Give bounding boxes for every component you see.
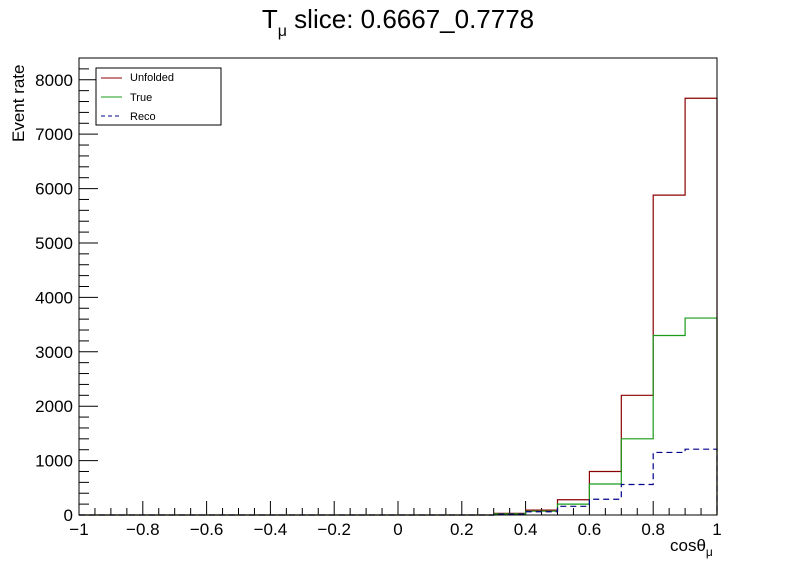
legend-label-unfolded: Unfolded xyxy=(130,72,174,84)
x-tick-label: 0.8 xyxy=(641,520,665,539)
x-tick-label: 1 xyxy=(712,520,721,539)
y-tick-label: 1000 xyxy=(35,452,73,471)
y-tick-label: 7000 xyxy=(35,125,73,144)
x-tick-label: −0.6 xyxy=(190,520,224,539)
y-tick-label: 0 xyxy=(64,506,73,525)
y-tick-label: 2000 xyxy=(35,397,73,416)
y-axis-label: Event rate xyxy=(9,65,28,143)
y-tick-label: 8000 xyxy=(35,71,73,90)
y-tick-label: 4000 xyxy=(35,288,73,307)
x-tick-label: 0 xyxy=(393,520,402,539)
y-tick-label: 5000 xyxy=(35,234,73,253)
x-tick-label: 0.4 xyxy=(514,520,538,539)
x-tick-label: 0.2 xyxy=(450,520,474,539)
y-tick-label: 3000 xyxy=(35,343,73,362)
axis-ticks xyxy=(78,57,718,516)
legend-label-true: True xyxy=(130,92,152,104)
chart-title: Tμ slice: 0.6667_0.7778 xyxy=(262,4,534,40)
legend: Unfolded True Reco xyxy=(95,67,222,126)
x-axis-label: cosθμ xyxy=(670,536,713,559)
tick-labels: −1 −0.8 −0.6 −0.4 −0.2 0 0.2 0.4 0.6 0.8 1 0 1000 200… xyxy=(35,71,722,539)
y-tick-label: 6000 xyxy=(35,180,73,199)
plot-frame xyxy=(78,57,718,516)
x-tick-label: 0.6 xyxy=(578,520,602,539)
x-tick-label: −0.8 xyxy=(126,520,160,539)
series-reco-line xyxy=(79,448,718,516)
x-tick-label: −0.4 xyxy=(254,520,288,539)
x-tick-label: −1 xyxy=(69,520,88,539)
x-tick-label: −0.2 xyxy=(317,520,351,539)
legend-label-reco: Reco xyxy=(130,111,156,123)
